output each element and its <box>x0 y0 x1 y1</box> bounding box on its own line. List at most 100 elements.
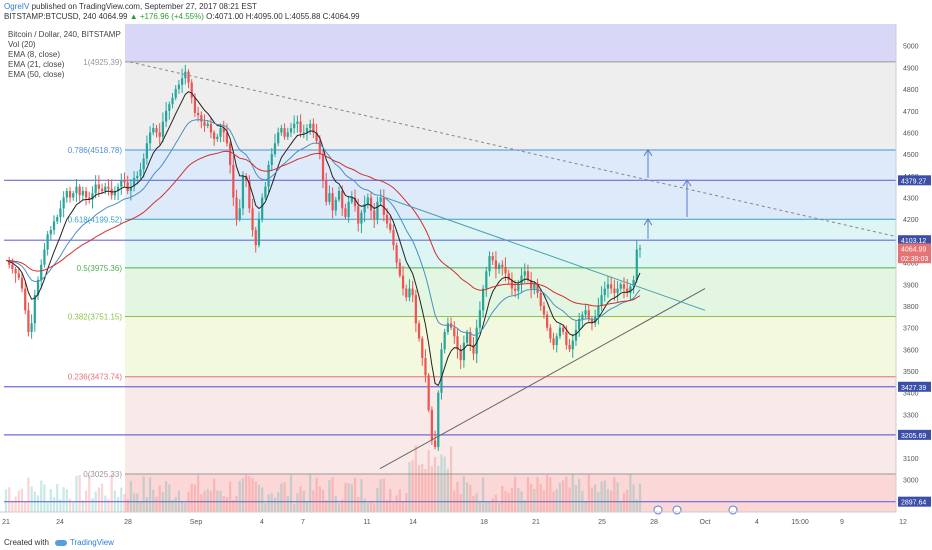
candle-body <box>405 288 408 298</box>
volume-bar <box>446 468 449 512</box>
candle-body <box>30 323 33 332</box>
candle-body <box>501 264 504 267</box>
volume-bar <box>280 483 283 512</box>
candle-body <box>488 256 491 272</box>
volume-bar <box>289 475 293 512</box>
volume-bar <box>613 477 616 512</box>
volume-bar <box>494 494 498 512</box>
volume-bar <box>568 487 571 512</box>
candle-body <box>568 344 571 350</box>
volume-bar <box>312 490 315 512</box>
volume-bar <box>514 476 517 512</box>
candle-body <box>197 112 200 116</box>
candle-body <box>574 329 578 341</box>
volume-bar <box>353 477 357 512</box>
volume-bar <box>56 483 59 512</box>
x-tick-label: 21 <box>2 519 10 526</box>
x-tick-label: Sep <box>190 519 203 526</box>
volume-bar <box>539 483 542 512</box>
volume-bar <box>382 478 385 512</box>
candle-body <box>414 295 417 324</box>
candle-body <box>594 316 597 324</box>
fib-zone <box>125 219 896 268</box>
x-tick-label: 15:00 <box>791 519 809 526</box>
price-label: 02:39:03 <box>901 256 928 263</box>
x-tick-label: 28 <box>124 519 132 526</box>
volume-bar <box>392 502 395 512</box>
fib-label: 0.786(4518.78) <box>68 146 123 155</box>
volume-bar <box>213 478 216 512</box>
volume-bar <box>581 490 584 512</box>
candle-body <box>347 201 350 218</box>
candle-body <box>161 121 165 137</box>
candle-body <box>33 295 36 324</box>
published-text: published on TradingView.com, September … <box>31 2 257 11</box>
volume-bar <box>542 490 546 512</box>
candle-body <box>401 275 405 289</box>
candle-body <box>24 288 27 311</box>
publish-header: OgreIV published on TradingView.com, Sep… <box>0 0 932 24</box>
legend-ema50: EMA (50, close) <box>8 70 65 79</box>
candle-body <box>315 132 318 142</box>
fib-label: 0.618(4199.52) <box>68 215 123 224</box>
candle-body <box>78 186 81 196</box>
candle-body <box>366 197 369 205</box>
volume-bar <box>120 487 123 512</box>
candle-body <box>17 273 20 278</box>
volume-bar <box>578 479 581 512</box>
candle-body <box>8 260 11 265</box>
candle-body <box>542 305 546 315</box>
candle-body <box>305 128 309 133</box>
volume-bar <box>552 491 555 512</box>
volume-bar <box>40 480 43 512</box>
candle-body <box>100 188 104 192</box>
author-link[interactable]: OgreIV <box>4 2 30 11</box>
volume-bar <box>264 503 267 512</box>
volume-bar <box>315 477 318 512</box>
volume-bar <box>155 496 158 512</box>
volume-bar <box>293 503 296 512</box>
candle-body <box>209 123 213 133</box>
candle-body <box>190 82 193 98</box>
candle-body <box>494 260 498 270</box>
volume-bar <box>30 486 33 512</box>
x-tick-label: Oct <box>700 519 711 526</box>
volume-bar <box>465 482 469 512</box>
candle-body <box>475 327 478 354</box>
volume-bar <box>622 492 626 512</box>
fib-label: 1(4925.39) <box>83 58 122 67</box>
volume-bar <box>267 494 270 512</box>
candle-body <box>72 193 75 198</box>
candle-body <box>530 279 533 289</box>
volume-bar <box>606 488 610 512</box>
volume-bar <box>254 481 257 512</box>
y-tick-label: 3500 <box>903 369 919 376</box>
candle-body <box>241 175 245 209</box>
volume-bar <box>251 478 254 512</box>
volume-bar <box>408 462 411 512</box>
candle-body <box>126 182 129 192</box>
candle-body <box>603 288 606 296</box>
fib-label: 0.382(3751.15) <box>68 313 123 322</box>
volume-bar <box>75 475 78 512</box>
volume-bar <box>52 496 56 512</box>
price-chart[interactable]: 1(4925.39) 0.786(4518.78) 0.618(4199.52) 0.… <box>0 24 932 530</box>
candle-body <box>465 331 469 343</box>
candle-body <box>94 184 97 194</box>
price-label: 2897.64 <box>901 500 926 507</box>
volume-bar <box>219 490 222 512</box>
tradingview-link[interactable]: TradingView <box>69 538 114 547</box>
volume-bar <box>187 491 190 512</box>
volume-bar <box>222 496 225 512</box>
candle-body <box>523 271 526 276</box>
volume-bar <box>616 482 619 512</box>
arrowhead <box>682 179 692 187</box>
volume-bar <box>177 490 181 512</box>
price-label-bg <box>898 496 931 507</box>
candle-body <box>171 97 174 105</box>
volume-bar <box>248 476 251 512</box>
candle-body <box>363 204 366 213</box>
volume-bar <box>430 466 433 512</box>
candle-body <box>49 230 52 235</box>
candle-body <box>84 191 88 198</box>
